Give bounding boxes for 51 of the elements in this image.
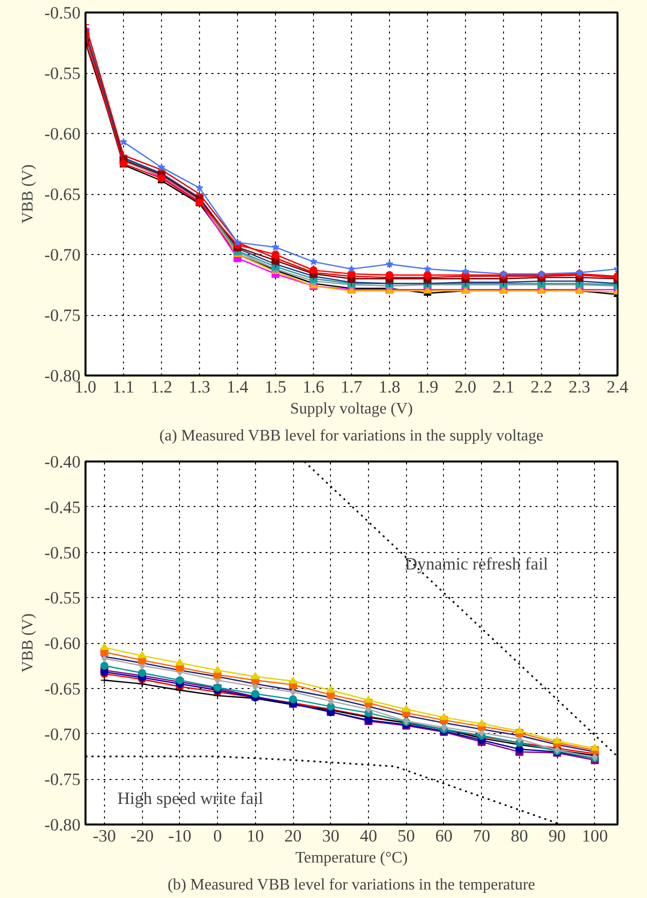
x-tick-label: -10 (168, 826, 192, 846)
x-tick-label: 100 (582, 826, 608, 846)
y-tick-label: -0.75 (44, 306, 81, 325)
x-tick-label: 1.1 (112, 378, 134, 396)
x-tick-label: 20 (284, 826, 302, 846)
y-axis-title: VBB (V) (19, 613, 36, 673)
x-tick-label: 0 (213, 826, 222, 846)
y-tick-label: -0.60 (44, 124, 81, 144)
x-tick-label: 70 (473, 826, 490, 846)
x-tick-label: 2.3 (568, 378, 590, 396)
x-tick-label: 50 (398, 826, 415, 846)
x-tick-label: 60 (435, 826, 453, 846)
text: (a) Measured VBB level for variations in the supply voltage (159, 428, 544, 444)
text: (b) Measured VBB level for variations in the temperature (168, 876, 536, 894)
x-tick-label: 1.2 (150, 378, 172, 396)
x-tick-label: -30 (92, 826, 116, 846)
y-tick-label: -0.40 (44, 452, 81, 472)
x-tick-label: 2.2 (530, 378, 552, 396)
y-tick-label: -0.75 (44, 770, 81, 790)
y-tick-label: -0.65 (44, 185, 81, 204)
x-tick-label: 1.7 (340, 378, 363, 396)
y-tick-label: -0.60 (44, 634, 81, 653)
y-tick-label: -0.55 (44, 588, 81, 608)
y-tick-label: -0.65 (44, 679, 81, 698)
x-tick-label: 90 (548, 826, 566, 846)
x-axis-title: Temperature (°C) (295, 850, 408, 866)
x-tick-label: 30 (322, 826, 340, 846)
x-tick-label: 80 (510, 826, 528, 846)
y-tick-label: -0.50 (44, 4, 81, 22)
y-tick-label: -0.70 (44, 246, 81, 264)
annotation: Dynamic refresh fail (404, 554, 548, 574)
x-tick-label: 40 (360, 826, 378, 846)
x-axis-title: Supply voltage (V) (290, 400, 413, 418)
y-tick-label: -0.80 (44, 816, 81, 834)
x-tick-label: 2.1 (492, 378, 514, 396)
x-tick-label: 1.4 (226, 378, 249, 396)
y-tick-label: -0.55 (44, 64, 81, 83)
annotation: High speed write fail (117, 789, 264, 808)
x-tick-label: 1.6 (302, 378, 325, 396)
x-tick-label: 1.8 (378, 378, 400, 396)
y-tick-label: -0.50 (44, 543, 81, 562)
x-tick-label: 10 (246, 826, 264, 846)
y-tick-label: -0.70 (44, 724, 81, 744)
y-axis-title: VBB (V) (19, 164, 36, 224)
x-tick-label: 1.3 (188, 378, 210, 396)
x-tick-label: 1.9 (416, 378, 438, 396)
x-tick-label: -20 (130, 826, 154, 846)
x-tick-label: 1.5 (264, 378, 286, 396)
x-tick-label: 2.0 (454, 378, 476, 396)
x-tick-label: 2.4 (606, 378, 629, 396)
y-tick-label: -0.45 (44, 498, 81, 517)
